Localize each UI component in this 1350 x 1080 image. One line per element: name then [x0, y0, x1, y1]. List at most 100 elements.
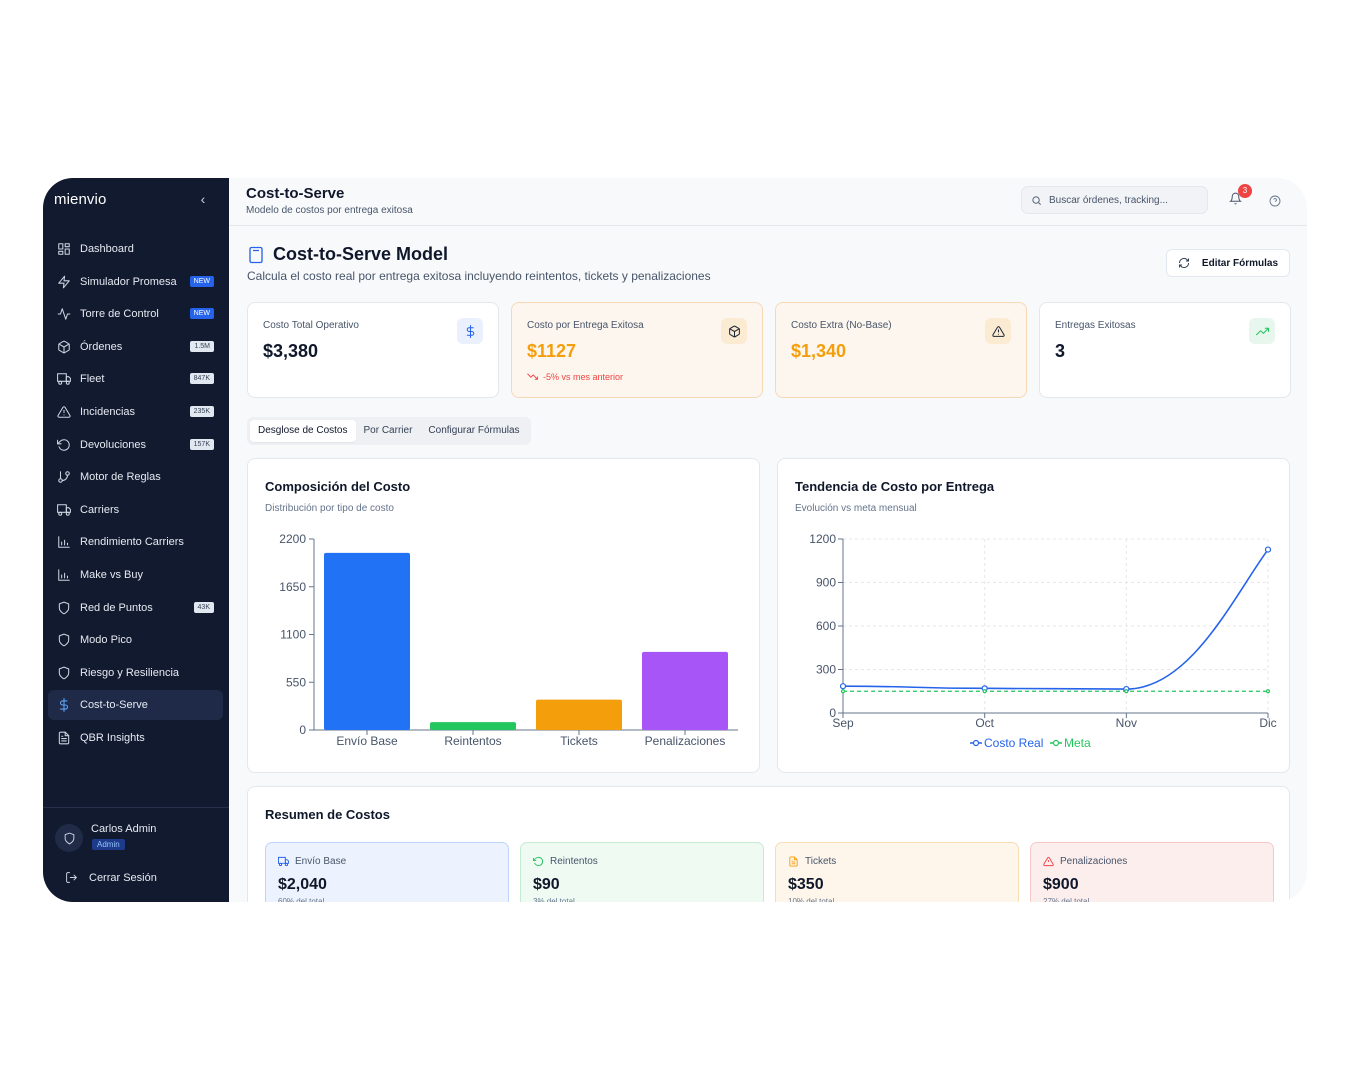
sidebar-item-simulador-promesa[interactable]: Simulador Promesa NEW [48, 267, 223, 297]
y-tick-label: 600 [816, 619, 836, 633]
logout-label: Cerrar Sesión [89, 871, 157, 884]
y-tick-label: 0 [829, 706, 836, 720]
chart-subtitle: Distribución por tipo de costo [265, 503, 394, 514]
count-badge: 235K [189, 405, 214, 417]
sidebar-item-torre-de-control[interactable]: Torre de Control NEW [48, 299, 223, 329]
kpi-label: Costo Total Operativo [263, 320, 359, 331]
package-icon [57, 340, 71, 354]
shield-icon [58, 633, 70, 647]
shield-icon [58, 666, 70, 680]
chevron-left-icon[interactable]: ‹ [200, 191, 206, 207]
refresh-icon [1178, 257, 1189, 269]
x-tick-label: Tickets [560, 734, 598, 748]
bar-1 [430, 722, 516, 730]
truck-icon [57, 372, 71, 386]
count-badge: 43K [193, 601, 214, 613]
shield-icon [57, 601, 71, 615]
series-line-0 [842, 549, 1269, 690]
x-tick-label: Nov [1116, 716, 1137, 730]
sidebar-item-fleet[interactable]: Fleet 847K [48, 364, 223, 394]
alert-triangle-icon [1043, 856, 1054, 867]
dollar-icon [57, 698, 71, 713]
tab-2[interactable]: Configurar Fórmulas [428, 425, 520, 436]
sidebar-item-red-de-puntos[interactable]: Red de Puntos 43K [48, 593, 223, 623]
sidebar-item-devoluciones[interactable]: Devoluciones 157K [48, 430, 223, 460]
kpi-value: 3 [1055, 341, 1066, 361]
cost-composition-card: Composición del Costo Distribución por t… [247, 458, 760, 773]
sidebar-item-label: QBR Insights [80, 731, 145, 744]
notifications-button[interactable] [1229, 192, 1243, 206]
truck-icon [57, 373, 71, 386]
kpi-value: $1,340 [791, 341, 847, 361]
sidebar-item-label: Órdenes [80, 340, 123, 353]
summary-card-label: Tickets [788, 856, 836, 867]
kpi-card: Costo Extra (No-Base) $1,340 [775, 302, 1027, 398]
bell-icon [1229, 192, 1242, 205]
kpi-label: Costo por Entrega Exitosa [527, 320, 644, 331]
alert-triangle-icon [991, 325, 1005, 337]
sidebar-item-riesgo-y-resiliencia[interactable]: Riesgo y Resiliencia [48, 658, 223, 688]
summary-card-value: $350 [788, 876, 824, 893]
sidebar-item-rendimiento-carriers[interactable]: Rendimiento Carriers [48, 527, 223, 557]
summary-card-label: Penalizaciones [1043, 856, 1127, 867]
file-text-icon [58, 731, 70, 745]
sidebar-item-label: Carriers [80, 503, 120, 516]
main-content: Cost-to-Serve Modelo de costos por entre… [229, 178, 1307, 902]
x-tick-label: Oct [975, 716, 994, 730]
count-badge: 157K [189, 438, 214, 450]
sidebar-item-dashboard[interactable]: Dashboard [48, 234, 223, 264]
dollar-icon [59, 698, 69, 713]
tab-0[interactable]: Desglose de Costos [250, 420, 356, 442]
kpi-label: Costo Extra (No-Base) [791, 320, 892, 331]
logout-button[interactable]: Cerrar Sesión [65, 871, 157, 884]
legend-marker-1 [1052, 739, 1060, 747]
sidebar-item-motor-de-reglas[interactable]: Motor de Reglas [48, 462, 223, 492]
new-badge: NEW [189, 308, 214, 320]
edit-formulas-button[interactable]: Editar Fórmulas [1166, 249, 1290, 277]
summary-card-pct: 27% del total [1043, 897, 1090, 902]
sidebar-item-incidencias[interactable]: Incidencias 235K [48, 397, 223, 427]
zap-icon [58, 275, 70, 288]
search-icon [1032, 195, 1041, 205]
help-button[interactable] [1269, 194, 1281, 207]
sidebar-item-label: Motor de Reglas [80, 471, 161, 484]
kpi-card: Costo por Entrega Exitosa $1127 -5% vs mes… [511, 302, 763, 398]
calculator-icon [249, 246, 263, 263]
data-point-1-3 [1265, 689, 1271, 694]
count-badge: 1.5M [190, 340, 214, 352]
sidebar-item-carriers[interactable]: Carriers [48, 495, 223, 525]
tab-1[interactable]: Por Carrier [363, 425, 413, 436]
kpi-value: $3,380 [263, 341, 319, 361]
legend-label-1: Meta [1064, 736, 1091, 750]
user-name: Carlos Admin [91, 823, 157, 835]
notification-count-badge: 3 [1238, 184, 1252, 198]
summary-card-label: Reintentos [533, 856, 598, 867]
sidebar-nav: Dashboard Simulador Promesa NEW Torre de Co… [48, 234, 223, 756]
sidebar-item-modo-pico[interactable]: Modo Pico [48, 625, 223, 655]
kpi-delta: -5% vs mes anterior [527, 371, 623, 382]
kpi-icon-wrap [721, 318, 747, 344]
bar-0 [324, 552, 410, 730]
log-out-icon [66, 872, 78, 883]
data-point-0-0 [839, 683, 847, 690]
chart-title: Tendencia de Costo por Entrega [795, 479, 995, 494]
kpi-card: Costo Total Operativo $3,380 [247, 302, 499, 398]
y-tick-label: 300 [816, 663, 836, 677]
sidebar-item-cost-to-serve[interactable]: Cost-to-Serve [48, 690, 223, 721]
rotate-ccw-icon [533, 856, 544, 867]
y-tick-label: 1200 [809, 532, 836, 546]
summary-card: Envío Base $2,040 60% del total [265, 842, 509, 902]
edit-formulas-label: Editar Fórmulas [1201, 257, 1279, 269]
search-input[interactable]: Buscar órdenes, tracking... [1021, 186, 1208, 214]
x-tick-label: Envío Base [336, 734, 398, 748]
kpi-icon-wrap [457, 318, 483, 344]
sidebar-item-label: Red de Puntos [80, 601, 153, 614]
sidebar-item-qbr-insights[interactable]: QBR Insights [48, 723, 223, 753]
bar-chart-icon [58, 569, 70, 581]
sidebar-item-label: Rendimiento Carriers [80, 536, 184, 549]
summary-card-pct: 10% del total [788, 897, 835, 902]
sidebar-item-ordenes[interactable]: Órdenes 1.5M [48, 332, 223, 362]
sidebar-item-make-vs-buy[interactable]: Make vs Buy [48, 560, 223, 590]
shield-icon [64, 832, 74, 844]
summary-card: Penalizaciones $900 27% del total [1030, 842, 1274, 902]
